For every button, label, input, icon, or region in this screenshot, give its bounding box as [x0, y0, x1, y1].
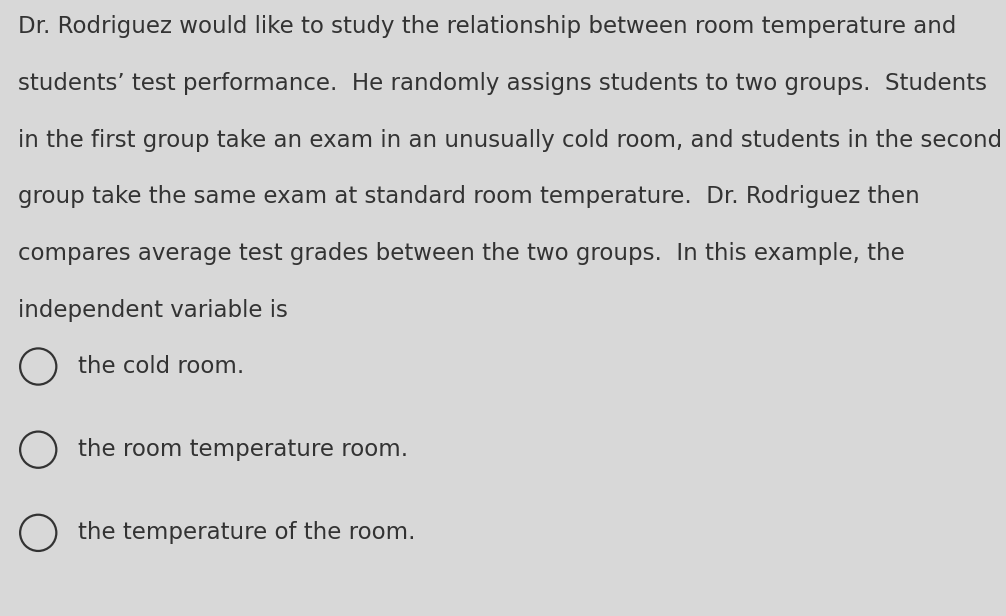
Text: compares average test grades between the two groups.  In this example, the: compares average test grades between the… — [18, 242, 904, 265]
Text: students’ test performance.  He randomly assigns students to two groups.  Studen: students’ test performance. He randomly … — [18, 72, 987, 95]
Text: the temperature of the room.: the temperature of the room. — [78, 521, 415, 545]
Text: in the first group take an exam in an unusually cold room, and students in the s: in the first group take an exam in an un… — [18, 129, 1002, 152]
Text: independent variable is: independent variable is — [18, 299, 288, 322]
Text: Dr. Rodriguez would like to study the relationship between room temperature and: Dr. Rodriguez would like to study the re… — [18, 15, 957, 38]
Text: the cold room.: the cold room. — [78, 355, 244, 378]
Text: the room temperature room.: the room temperature room. — [78, 438, 408, 461]
Text: group take the same exam at standard room temperature.  Dr. Rodriguez then: group take the same exam at standard roo… — [18, 185, 919, 208]
